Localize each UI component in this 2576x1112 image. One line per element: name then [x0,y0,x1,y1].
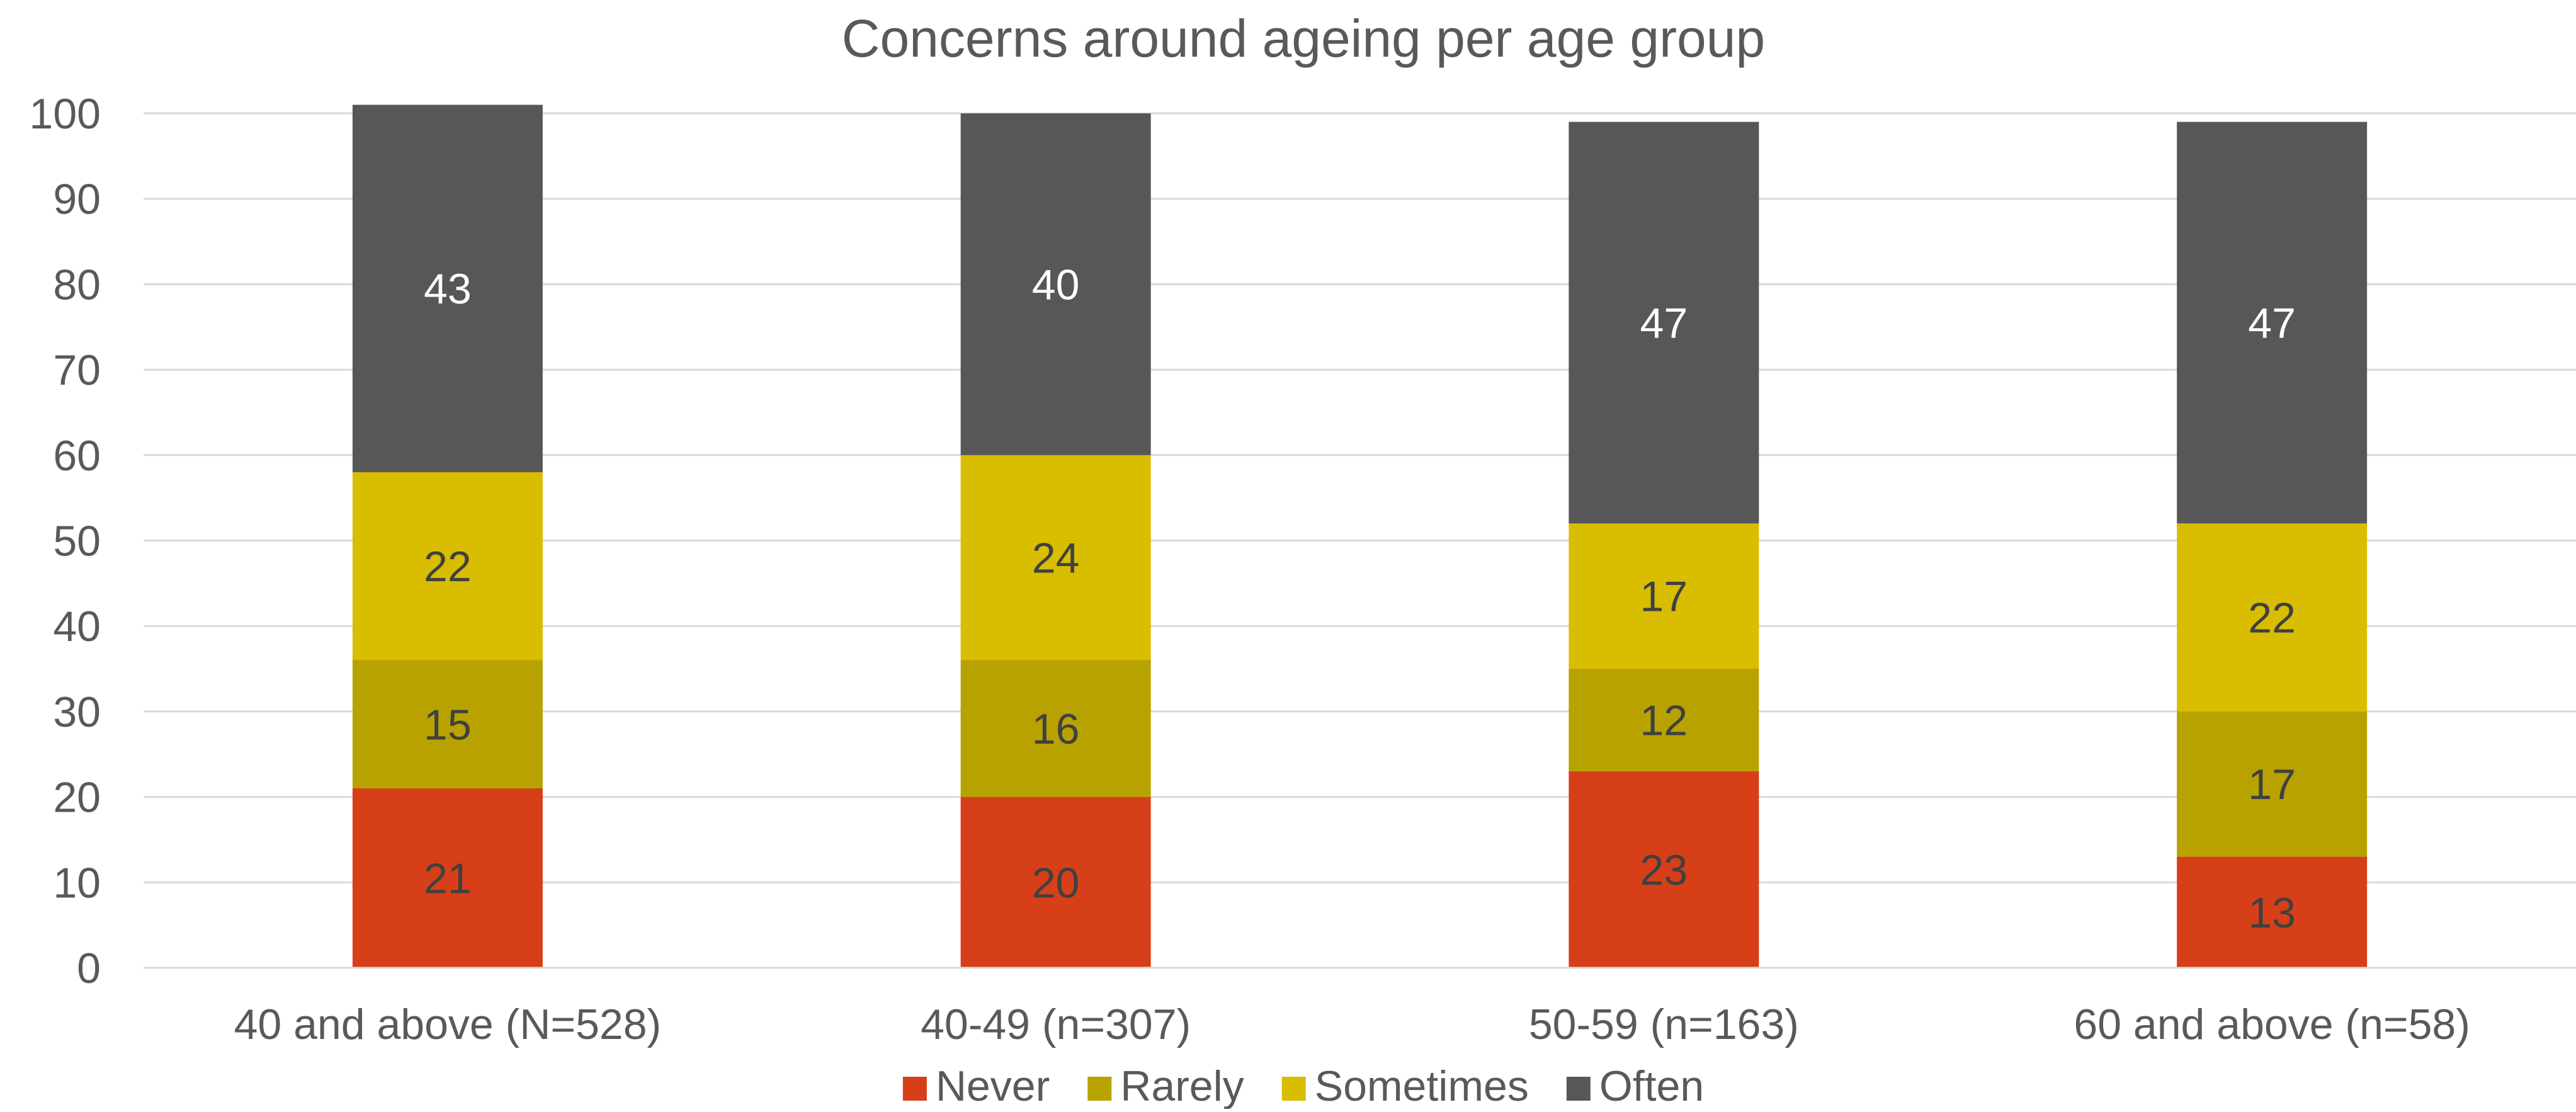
legend-swatch [902,1077,927,1101]
x-axis: 40 and above (N=528) 40-49 (n=307) 50-59 (… [144,967,2576,1048]
legend-item: Never [902,1062,1050,1110]
legend-item: Often [1566,1062,1704,1110]
bars: 21 15 22 43 20 16 24 40 23 12 17 47 13 17 22 47 [352,105,2368,968]
bar-segment [1569,523,1759,669]
legend-label: Sometimes [1315,1062,1529,1109]
bar-segment [960,797,1151,968]
data-label: 17 [2248,761,2296,808]
y-tick-label: 80 [53,261,101,309]
y-tick-label: 50 [53,518,101,565]
x-tick-label: 40-49 (n=307) [921,1001,1191,1048]
data-label: 23 [1640,846,1688,894]
data-label: 22 [2248,594,2296,642]
y-tick-label: 0 [77,945,101,992]
legend-swatch [1566,1077,1591,1101]
bar-segment [352,660,543,789]
legend-label: Never [936,1062,1050,1109]
legend-item: Sometimes [1281,1062,1529,1110]
data-label: 47 [1640,299,1688,347]
legend-swatch [1087,1077,1112,1101]
x-tick-label: 60 and above (n=58) [2074,1001,2470,1048]
data-label: 47 [2248,299,2296,347]
data-label: 15 [424,701,472,749]
bar-segment [352,472,543,661]
y-tick-label: 10 [53,859,101,907]
chart-title: Concerns around ageing per age group [842,9,1765,68]
bar-segment [2177,523,2368,712]
y-axis: 0 10 20 30 40 50 60 70 80 90 100 [30,90,101,992]
x-tick-label: 40 and above (N=528) [234,1001,662,1048]
bar-segment [960,455,1151,661]
y-tick-label: 90 [53,176,101,224]
data-label: 17 [1640,573,1688,621]
bar-segment [960,113,1151,455]
legend-label: Often [1599,1062,1704,1109]
y-tick-label: 100 [30,90,101,138]
data-label: 22 [424,543,472,591]
data-label: 40 [1032,261,1080,309]
legend: Never Rarely Sometimes Often [902,1062,1704,1110]
bar-segment [2177,122,2368,524]
data-label: 21 [424,855,472,903]
legend-swatch [1281,1077,1306,1101]
y-tick-label: 40 [53,603,101,650]
bar-segment [2177,856,2368,968]
y-tick-label: 30 [53,688,101,736]
legend-label: Rarely [1120,1062,1244,1109]
legend-item: Rarely [1087,1062,1244,1110]
y-tick-label: 20 [53,774,101,822]
data-label: 24 [1032,535,1080,582]
bar-segment [1569,122,1759,524]
data-label: 20 [1032,859,1080,907]
bar-segment [1569,669,1759,771]
data-label: 13 [2248,889,2296,937]
data-label: 16 [1032,705,1080,753]
y-tick-label: 60 [53,432,101,480]
bar-segment [2177,711,2368,857]
data-label: 12 [1640,696,1688,744]
bar-segment [960,660,1151,797]
gridlines [144,112,2576,969]
x-tick-label: 50-59 (n=163) [1529,1001,1799,1048]
data-label: 43 [424,265,472,313]
bar-segment [352,105,543,472]
bar-segment [352,788,543,968]
y-tick-label: 70 [53,346,101,394]
bar-segment [1569,771,1759,968]
